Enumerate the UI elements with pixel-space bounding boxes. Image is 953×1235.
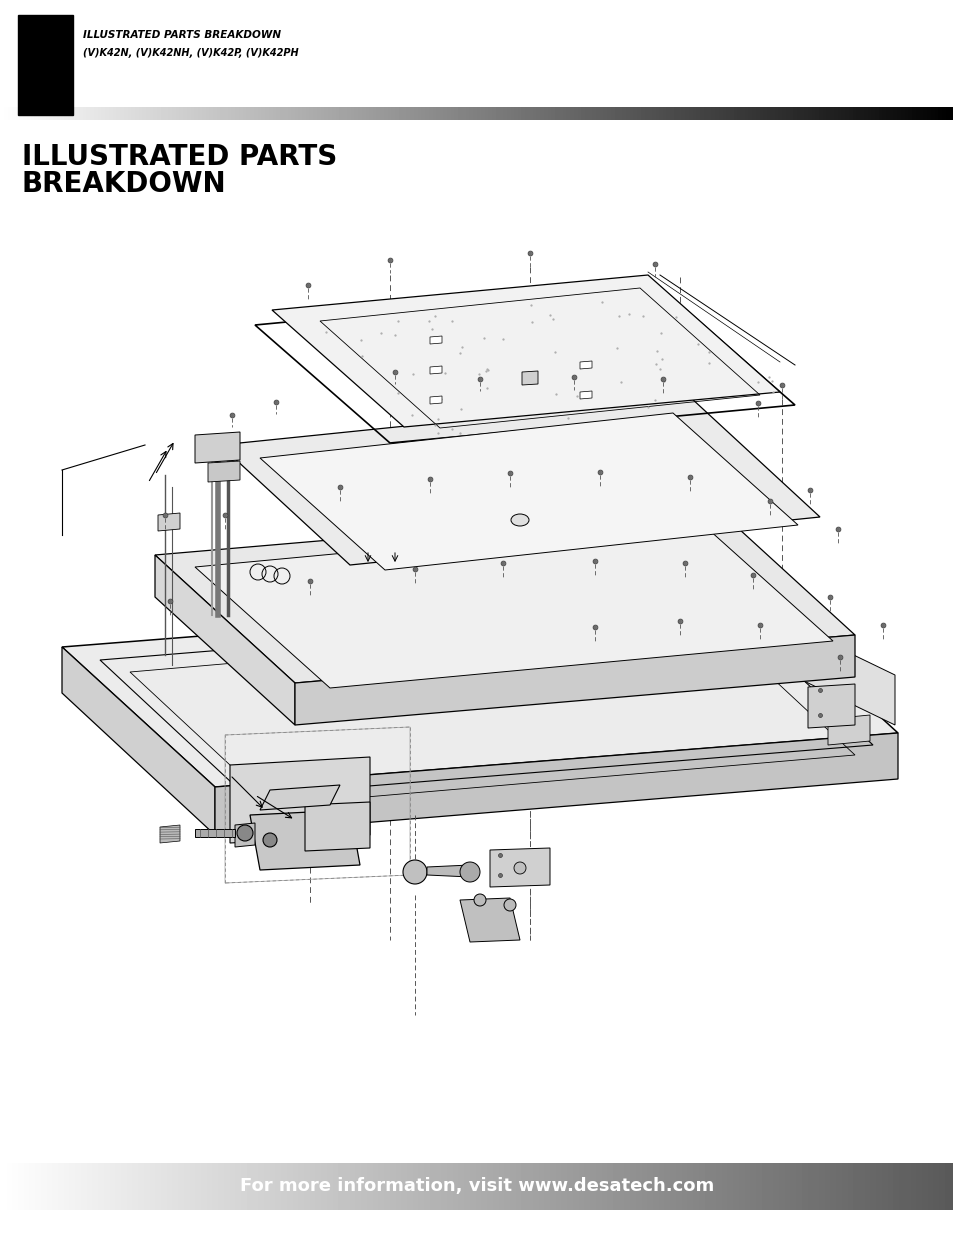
Polygon shape <box>579 391 592 399</box>
Polygon shape <box>230 757 370 844</box>
Bar <box>18 15 73 115</box>
Polygon shape <box>272 275 780 427</box>
Polygon shape <box>62 647 214 835</box>
Polygon shape <box>208 461 240 482</box>
Polygon shape <box>305 802 370 851</box>
Polygon shape <box>214 734 897 835</box>
Polygon shape <box>160 825 180 844</box>
Ellipse shape <box>511 514 529 526</box>
Polygon shape <box>194 432 240 463</box>
Polygon shape <box>62 593 897 787</box>
Polygon shape <box>260 412 797 571</box>
Circle shape <box>514 862 525 874</box>
Text: For more information, visit www.desatech.com: For more information, visit www.desatech… <box>239 1177 714 1195</box>
Polygon shape <box>427 864 470 877</box>
Polygon shape <box>220 396 820 564</box>
Polygon shape <box>774 618 894 725</box>
Circle shape <box>459 862 479 882</box>
Text: ILLUSTRATED PARTS BREAKDOWN: ILLUSTRATED PARTS BREAKDOWN <box>83 30 281 40</box>
Polygon shape <box>490 848 550 887</box>
Text: (V)K42N, (V)K42NH, (V)K42P, (V)K42PH: (V)K42N, (V)K42NH, (V)K42P, (V)K42PH <box>83 48 298 58</box>
Text: ILLUSTRATED PARTS: ILLUSTRATED PARTS <box>22 143 337 170</box>
Polygon shape <box>194 829 234 837</box>
Polygon shape <box>158 513 180 531</box>
Polygon shape <box>154 508 854 683</box>
Polygon shape <box>827 715 869 745</box>
Polygon shape <box>459 898 519 942</box>
Circle shape <box>263 832 276 847</box>
Polygon shape <box>430 366 441 374</box>
Circle shape <box>503 899 516 911</box>
Text: BREAKDOWN: BREAKDOWN <box>22 170 227 198</box>
Circle shape <box>236 825 253 841</box>
Polygon shape <box>430 336 441 345</box>
Polygon shape <box>154 555 294 725</box>
Polygon shape <box>250 810 359 869</box>
Polygon shape <box>521 370 537 385</box>
Polygon shape <box>294 635 854 725</box>
Polygon shape <box>194 520 832 688</box>
Polygon shape <box>807 684 854 727</box>
Polygon shape <box>234 823 254 847</box>
Polygon shape <box>260 785 339 810</box>
Circle shape <box>474 894 485 906</box>
Polygon shape <box>430 396 441 404</box>
Polygon shape <box>579 361 592 369</box>
Circle shape <box>402 860 427 884</box>
